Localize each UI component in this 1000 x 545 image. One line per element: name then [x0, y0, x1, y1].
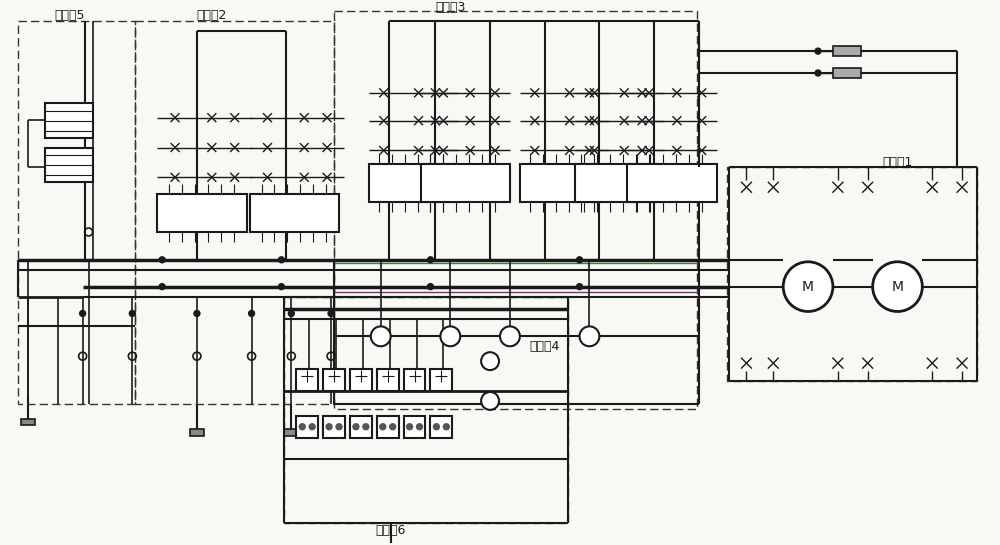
Circle shape	[353, 424, 359, 429]
Circle shape	[427, 283, 433, 289]
Text: M: M	[802, 280, 814, 294]
Bar	[135, 21, 334, 404]
Circle shape	[481, 352, 499, 370]
Circle shape	[278, 257, 284, 263]
Circle shape	[380, 424, 386, 429]
Bar	[404, 369, 425, 391]
Text: 局部图4: 局部图4	[530, 340, 560, 353]
Circle shape	[159, 283, 165, 289]
Text: 局部图5: 局部图5	[54, 9, 85, 22]
Bar	[421, 165, 510, 202]
Circle shape	[407, 424, 413, 429]
Bar	[21, 419, 35, 425]
Circle shape	[336, 424, 342, 429]
Bar	[190, 429, 204, 435]
Circle shape	[481, 392, 499, 410]
Circle shape	[288, 311, 294, 317]
Bar	[430, 416, 452, 438]
Circle shape	[129, 311, 135, 317]
Circle shape	[80, 311, 86, 317]
Bar	[45, 103, 93, 137]
Circle shape	[326, 424, 332, 429]
Circle shape	[278, 283, 284, 289]
Circle shape	[390, 424, 396, 429]
Circle shape	[371, 326, 391, 346]
Circle shape	[577, 283, 582, 289]
Bar	[520, 165, 609, 202]
Bar	[727, 167, 977, 381]
Bar	[296, 369, 318, 391]
Bar	[284, 429, 298, 435]
Circle shape	[363, 424, 369, 429]
Circle shape	[500, 326, 520, 346]
Bar	[157, 194, 247, 232]
Circle shape	[427, 257, 433, 263]
Circle shape	[328, 311, 334, 317]
Bar	[627, 165, 717, 202]
Bar	[296, 416, 318, 438]
Circle shape	[783, 262, 833, 312]
Text: 局部图6: 局部图6	[376, 524, 406, 537]
Bar	[45, 148, 93, 182]
Circle shape	[579, 326, 599, 346]
Bar	[350, 369, 372, 391]
Bar	[430, 369, 452, 391]
Text: M: M	[891, 280, 903, 294]
Bar	[404, 416, 425, 438]
Bar	[18, 21, 135, 404]
Bar	[377, 416, 399, 438]
Circle shape	[249, 311, 255, 317]
Circle shape	[194, 311, 200, 317]
Bar	[377, 369, 399, 391]
Bar	[833, 46, 861, 56]
Bar	[350, 416, 372, 438]
Bar	[284, 296, 568, 523]
Circle shape	[440, 326, 460, 346]
Circle shape	[815, 48, 821, 54]
Bar	[323, 369, 345, 391]
Circle shape	[299, 424, 305, 429]
Bar	[575, 165, 664, 202]
Text: 局部图3: 局部图3	[435, 1, 466, 14]
Circle shape	[433, 424, 439, 429]
Circle shape	[577, 257, 582, 263]
Text: 局部图1: 局部图1	[882, 156, 913, 169]
Circle shape	[443, 424, 449, 429]
Circle shape	[815, 70, 821, 76]
Bar	[334, 11, 697, 409]
Bar	[369, 165, 458, 202]
Circle shape	[159, 257, 165, 263]
Bar	[833, 68, 861, 78]
Bar	[323, 416, 345, 438]
Circle shape	[309, 424, 315, 429]
Circle shape	[417, 424, 422, 429]
Bar	[250, 194, 339, 232]
Text: 局部图2: 局部图2	[197, 9, 227, 22]
Circle shape	[873, 262, 922, 312]
